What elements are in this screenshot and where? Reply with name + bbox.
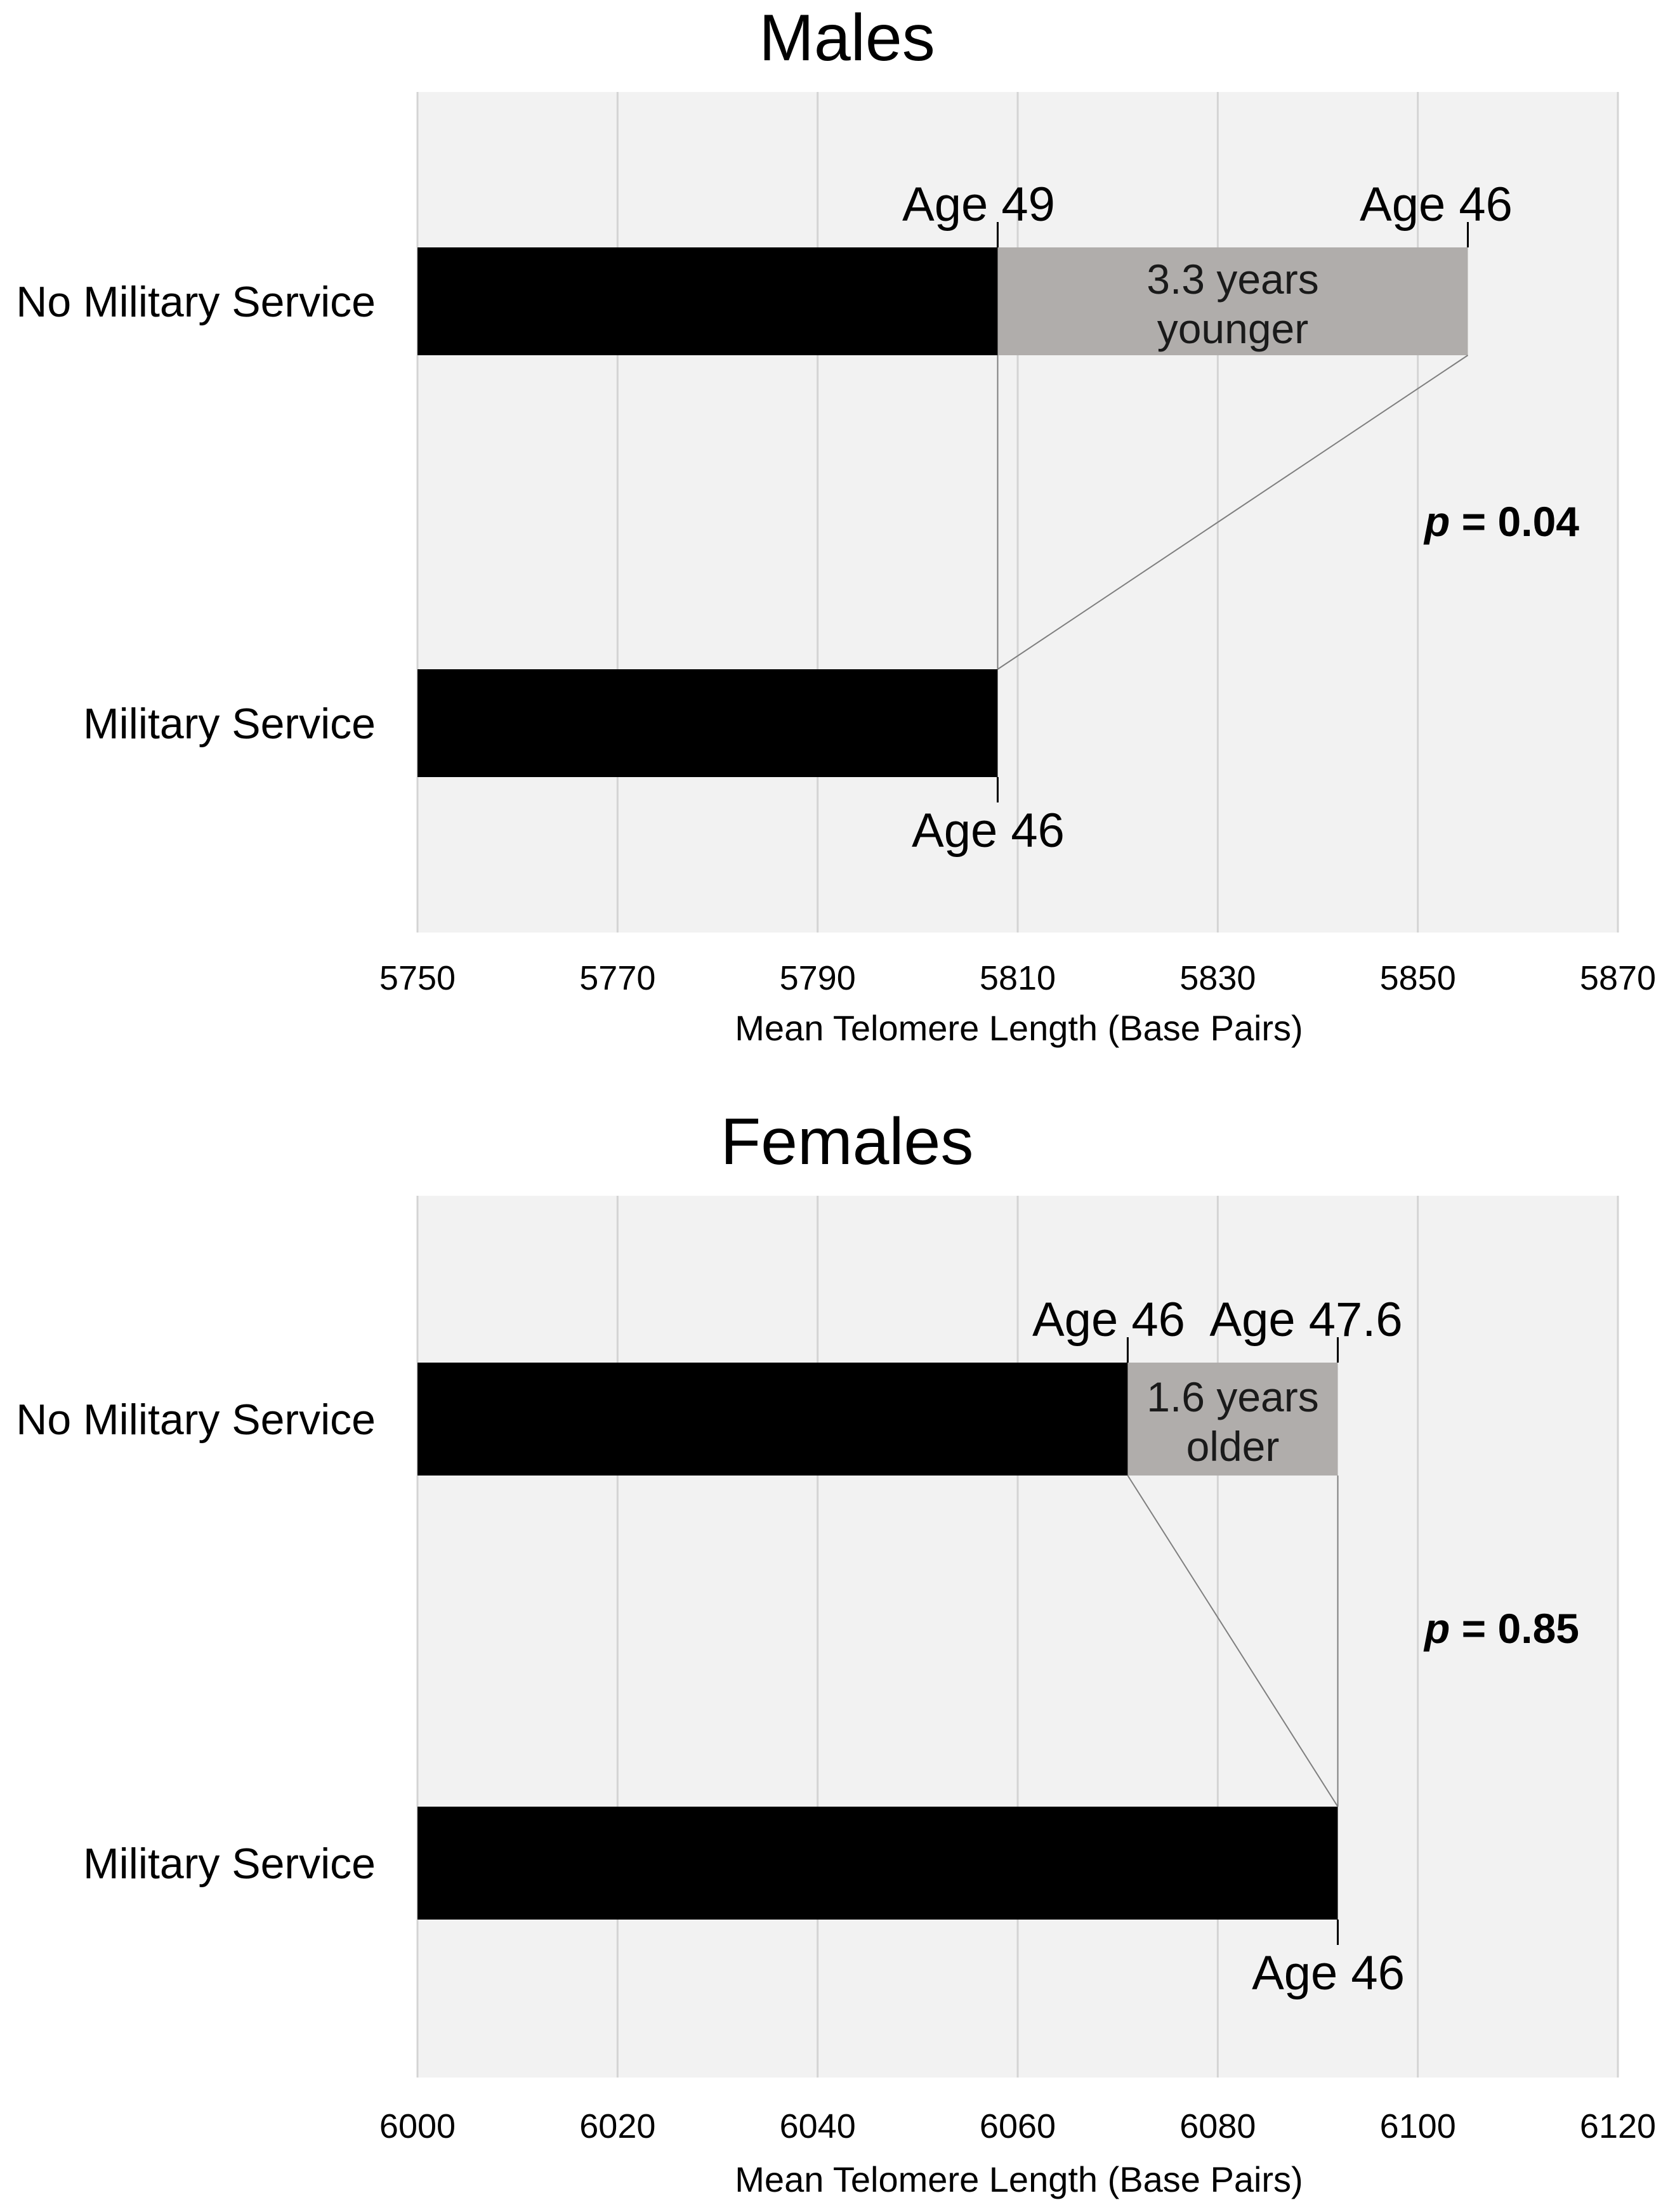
category-label: No Military Service bbox=[16, 278, 376, 326]
x-axis-title: Mean Telomere Length (Base Pairs) bbox=[735, 1008, 1303, 1048]
x-tick-label: 5830 bbox=[1179, 959, 1256, 997]
bar bbox=[417, 1807, 1338, 1920]
males-panel: Males 5750 5770 5790 5810 5830 5850 5870 Mean Te… bbox=[16, 1, 1656, 1048]
age-label: Age 46 bbox=[1032, 1293, 1185, 1347]
age-label: Age 47.6 bbox=[1209, 1293, 1402, 1347]
p-value-label: p = 0.04 bbox=[1423, 498, 1579, 545]
bar bbox=[417, 1363, 1128, 1476]
bar bbox=[417, 247, 998, 355]
p-value: = 0.04 bbox=[1450, 498, 1579, 545]
x-tick-label: 6080 bbox=[1179, 2107, 1256, 2145]
x-tick-label: 5870 bbox=[1580, 959, 1656, 997]
age-label: Age 49 bbox=[902, 178, 1055, 232]
category-label: No Military Service bbox=[16, 1396, 376, 1444]
age-label: Age 46 bbox=[1360, 178, 1513, 232]
x-tick-label: 5810 bbox=[980, 959, 1056, 997]
x-tick-label: 6040 bbox=[780, 2107, 856, 2145]
difference-bar bbox=[1127, 1363, 1338, 1476]
x-tick-label: 5750 bbox=[379, 959, 456, 997]
x-tick-label: 6120 bbox=[1580, 2107, 1656, 2145]
x-axis-title: Mean Telomere Length (Base Pairs) bbox=[735, 2159, 1303, 2199]
difference-bar bbox=[997, 247, 1468, 355]
bar bbox=[417, 669, 998, 777]
x-tick-label: 6000 bbox=[379, 2107, 456, 2145]
connector-line bbox=[1127, 1475, 1339, 1807]
category-label: Military Service bbox=[83, 1840, 376, 1888]
category-label: Military Service bbox=[83, 700, 376, 748]
chart-title: Females bbox=[721, 1105, 974, 1179]
p-symbol: p bbox=[1423, 1605, 1450, 1652]
difference-label: younger bbox=[1157, 305, 1309, 352]
p-value-label: p = 0.85 bbox=[1423, 1605, 1579, 1652]
females-panel: Females 6000 6020 6040 6060 6080 6100 6120 Mean … bbox=[16, 1105, 1656, 2199]
x-tick-label: 6020 bbox=[579, 2107, 655, 2145]
age-label: Age 46 bbox=[1252, 1946, 1405, 2000]
chart-title: Males bbox=[759, 1, 935, 75]
p-symbol: p bbox=[1423, 498, 1450, 545]
difference-label: 1.6 years bbox=[1146, 1373, 1318, 1420]
x-tick-label: 5850 bbox=[1380, 959, 1456, 997]
connector-line bbox=[997, 355, 1469, 670]
x-tick-label: 5790 bbox=[780, 959, 856, 997]
difference-label: 3.3 years bbox=[1146, 256, 1318, 303]
p-value: = 0.85 bbox=[1450, 1605, 1579, 1652]
x-tick-label: 6060 bbox=[980, 2107, 1056, 2145]
x-tick-label: 5770 bbox=[579, 959, 655, 997]
age-label: Age 46 bbox=[912, 804, 1065, 858]
x-tick-label: 6100 bbox=[1380, 2107, 1456, 2145]
difference-label: older bbox=[1186, 1423, 1280, 1470]
